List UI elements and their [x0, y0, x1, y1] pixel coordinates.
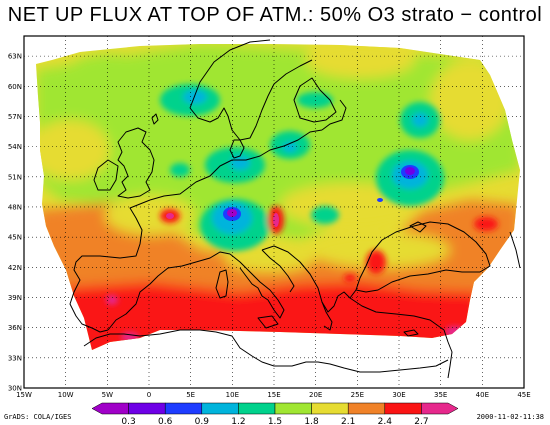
coast-north-africa	[83, 329, 449, 373]
lon-tick-label: 40E	[476, 391, 489, 399]
colorbar-swatch	[274, 402, 312, 415]
colorbar-label: 2.4	[378, 417, 393, 425]
credit-right: 2000-11-02-11:38	[476, 413, 544, 421]
colorbar-label: 2.1	[341, 417, 355, 425]
lon-tick-label: 20E	[309, 391, 322, 399]
colorbar-swatch	[421, 402, 459, 415]
lat-tick-label: 39N	[8, 294, 22, 302]
lat-tick-label: 54N	[8, 143, 22, 151]
field-minima	[166, 165, 419, 227]
lon-tick-labels: 15W 10W 5W 0 5E 10E 15E 20E 25E 30E 35E 40E 45E	[16, 391, 531, 399]
lon-tick-label: 15W	[16, 391, 32, 399]
lat-tick-label: 57N	[8, 113, 22, 121]
colorbar-label: 1.2	[231, 417, 245, 425]
map-frame	[23, 35, 525, 389]
coast-baltic	[321, 99, 347, 131]
credit-left: GrADS: COLA/IGES	[4, 413, 72, 421]
colorbar-swatch	[384, 402, 422, 415]
coast-continent-north	[149, 129, 323, 201]
lon-tick-label: 15E	[267, 391, 280, 399]
field-layer-2.7	[60, 282, 480, 350]
colorbar-label: 0.6	[158, 417, 173, 425]
data-field	[24, 36, 524, 388]
lat-tick-label: 33N	[8, 354, 22, 362]
lat-tick-label: 42N	[8, 264, 22, 272]
lon-tick-label: 10W	[58, 391, 74, 399]
colorbar-swatch	[201, 402, 239, 415]
lat-tick-label: 60N	[8, 83, 22, 91]
colorbar-label: 0.3	[121, 417, 135, 425]
coast-norway-sweden	[189, 39, 313, 141]
colorbar-swatch	[311, 402, 349, 415]
map-title: NET UP FLUX AT TOP OF ATM.: 50% O3 strat…	[7, 4, 543, 26]
lon-tick-label: 35E	[434, 391, 447, 399]
colorbar-label: 0.9	[195, 417, 210, 425]
coast-sicily	[257, 315, 279, 329]
coast-denmark	[229, 139, 245, 159]
lat-tick-label: 48N	[8, 203, 22, 211]
lat-tick-label: 51N	[8, 173, 22, 181]
lat-lon-grid	[24, 36, 524, 388]
lon-tick-label: 5E	[186, 391, 195, 399]
lon-tick-label: 45E	[517, 391, 530, 399]
coast-greece	[321, 301, 333, 331]
colorbar-swatch	[347, 402, 386, 415]
coast-caspian	[509, 231, 521, 269]
colorbar-label: 1.8	[304, 417, 319, 425]
colorbar-label: 2.7	[414, 417, 428, 425]
coastlines	[69, 39, 521, 379]
coast-black-sea	[355, 221, 491, 293]
colorbar: 0.3 0.6 0.9 1.2 1.5 1.8 2.1 2.4 2.7	[91, 402, 459, 425]
coast-italy	[229, 249, 295, 319]
coast-cyprus	[403, 329, 419, 337]
coast-shetland	[151, 113, 159, 125]
lon-tick-label: 5W	[102, 391, 113, 399]
lon-tick-label: 30E	[392, 391, 405, 399]
colorbar-swatch	[164, 402, 203, 415]
coast-great-britain	[117, 127, 155, 199]
lat-tick-labels: 63N 60N 57N 54N 51N 48N 45N 42N 39N 36N 33N 30N	[8, 53, 22, 393]
lat-tick-label: 30N	[8, 385, 22, 393]
coast-sardinia	[215, 269, 229, 299]
lon-tick-label: 10E	[226, 391, 239, 399]
lon-tick-label: 0	[147, 391, 151, 399]
lat-tick-label: 36N	[8, 324, 22, 332]
colorbar-swatch	[91, 402, 129, 415]
lat-tick-label: 45N	[8, 234, 22, 242]
coast-ireland	[93, 159, 119, 191]
coast-levant	[447, 341, 453, 379]
coast-crimea	[409, 221, 427, 233]
coast-finland	[293, 77, 337, 123]
colorbar-label: 1.5	[268, 417, 282, 425]
coast-iberia-med	[107, 251, 231, 331]
lat-tick-label: 63N	[8, 53, 22, 61]
colorbar-swatch	[128, 402, 166, 415]
lon-tick-label: 25E	[351, 391, 364, 399]
coast-france-atlantic	[69, 199, 151, 333]
colorbar-swatch	[238, 402, 276, 415]
coast-turkey-south	[349, 297, 449, 343]
